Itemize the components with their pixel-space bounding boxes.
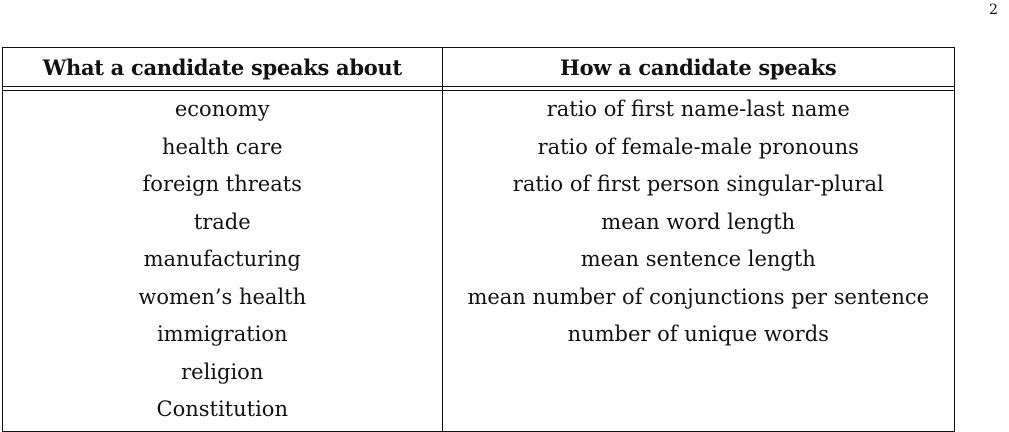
- topic-cell: health care: [3, 128, 443, 166]
- table-row: trade mean word length: [3, 203, 954, 241]
- topic-cell: religion: [3, 353, 443, 391]
- topic-cell: manufacturing: [3, 241, 443, 279]
- page-number: 2: [989, 2, 998, 18]
- header-what-candidate-speaks-about: What a candidate speaks about: [3, 48, 443, 87]
- topic-cell: economy: [3, 90, 443, 129]
- style-cell: mean number of conjunctions per sentence: [467, 284, 930, 309]
- style-cell: ratio of first person singular-plural: [512, 172, 884, 196]
- topic-cell: immigration: [3, 316, 443, 354]
- style-cell: [442, 391, 954, 431]
- header-how-candidate-speaks: How a candidate speaks: [442, 48, 954, 87]
- topic-cell: foreign threats: [3, 166, 443, 204]
- topic-cell: women’s health: [3, 278, 443, 316]
- table-row: manufacturing mean sentence length: [3, 241, 954, 279]
- header-rule-left: [3, 86, 443, 91]
- table-row: immigration number of unique words: [3, 316, 954, 354]
- table-row: religion: [3, 353, 954, 392]
- style-cell: mean sentence length: [580, 247, 816, 271]
- topic-cell: trade: [3, 203, 443, 241]
- style-cell: mean word length: [601, 209, 796, 234]
- header-rule: [3, 86, 954, 91]
- table-row: economy ratio of first name-last name: [3, 90, 954, 129]
- table-row: health care ratio of female-male pronoun…: [3, 128, 954, 166]
- table-row: women’s health mean number of conjunctio…: [3, 278, 954, 316]
- style-cell: [442, 354, 954, 392]
- style-cell: number of unique words: [567, 322, 829, 346]
- style-cell: ratio of first name-last name: [546, 97, 850, 121]
- topic-cell: Constitution: [3, 391, 443, 431]
- table-row: Constitution: [3, 391, 954, 431]
- header-rule-right: [442, 86, 954, 91]
- comparison-table: What a candidate speaks about How a cand…: [2, 47, 955, 432]
- header-row: What a candidate speaks about How a cand…: [3, 48, 954, 87]
- table-grid: What a candidate speaks about How a cand…: [3, 48, 954, 431]
- style-cell: ratio of female-male pronouns: [537, 134, 859, 159]
- table-row: foreign threats ratio of first person si…: [3, 166, 954, 204]
